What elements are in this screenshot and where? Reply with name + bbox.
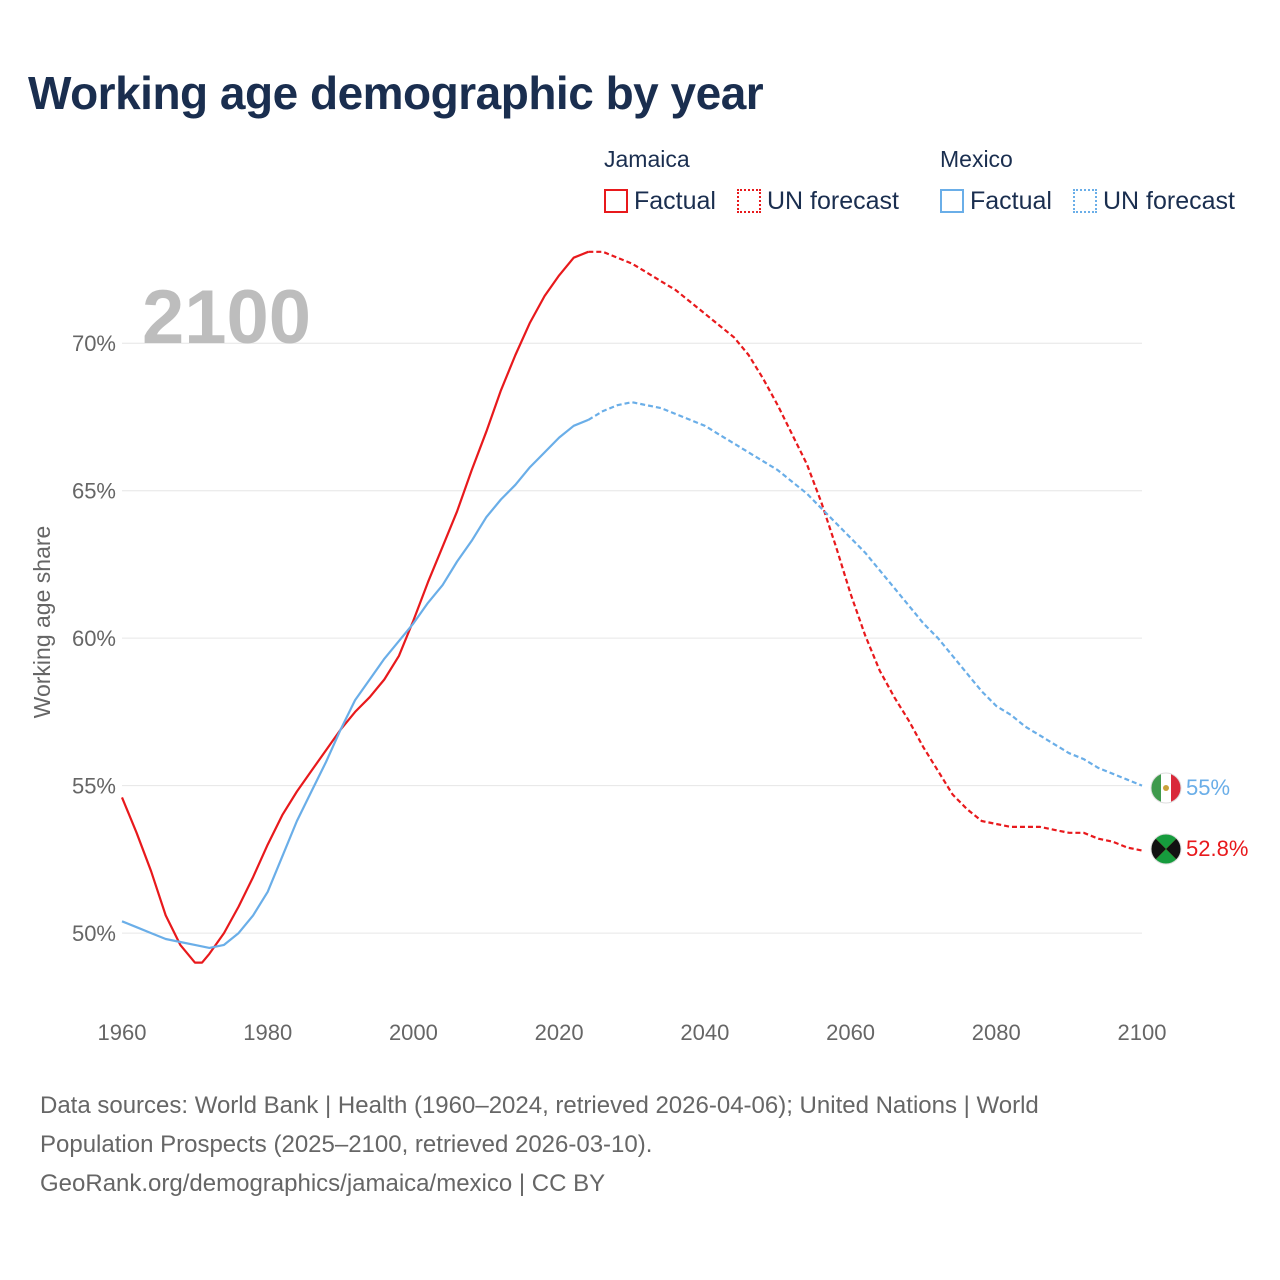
x-tick-label: 2000 bbox=[389, 1020, 438, 1045]
page-title: Working age demographic by year bbox=[28, 67, 764, 119]
legend-jamaica-forecast[interactable]: UN forecast bbox=[737, 186, 899, 216]
x-tick-label: 2020 bbox=[535, 1020, 584, 1045]
source-line: Population Prospects (2025–2100, retriev… bbox=[40, 1131, 653, 1158]
legend-swatch-solid-icon bbox=[940, 189, 964, 213]
legend-group-jamaica: Jamaica bbox=[604, 146, 690, 172]
jamaica-flag-icon bbox=[1150, 833, 1182, 865]
x-tick-label: 2060 bbox=[826, 1020, 875, 1045]
y-tick-label: 50% bbox=[72, 921, 116, 946]
jamaica-end-label: 52.8% bbox=[1186, 836, 1248, 861]
legend-mexico-forecast[interactable]: UN forecast bbox=[1073, 186, 1235, 216]
y-tick-label: 60% bbox=[72, 626, 116, 651]
series-lines bbox=[120, 250, 1143, 964]
x-tick-label: 2100 bbox=[1118, 1020, 1167, 1045]
mexico-flag-icon bbox=[1150, 772, 1182, 804]
y-tick-label: 65% bbox=[72, 479, 116, 504]
legend-label: Factual bbox=[970, 186, 1052, 215]
source-link[interactable]: GeoRank.org/demographics/jamaica/mexico … bbox=[40, 1170, 606, 1197]
y-axis-title: Working age share bbox=[29, 526, 55, 719]
jamaica-factual-line bbox=[120, 250, 589, 964]
legend-label: UN forecast bbox=[1103, 186, 1235, 215]
x-tick-label: 1960 bbox=[98, 1020, 147, 1045]
mexico-factual-line bbox=[121, 418, 589, 950]
current-year-label: 2100 bbox=[142, 275, 311, 360]
mexico-end-label: 55% bbox=[1186, 775, 1230, 800]
legend-label: Factual bbox=[634, 186, 716, 215]
legend-jamaica-factual[interactable]: Factual bbox=[604, 186, 716, 216]
legend-mexico-factual[interactable]: Factual bbox=[940, 186, 1052, 216]
x-tick-label: 1980 bbox=[243, 1020, 292, 1045]
x-axis-ticks: 1960 1980 2000 2020 2040 2060 2080 2100 bbox=[98, 1020, 1167, 1045]
jamaica-forecast-line bbox=[588, 250, 1143, 852]
legend-group-mexico: Mexico bbox=[940, 146, 1013, 172]
legend-swatch-dotted-icon bbox=[737, 189, 761, 213]
x-tick-label: 2040 bbox=[680, 1020, 729, 1045]
source-note: Data sources: World Bank | Health (1960–… bbox=[40, 1086, 1200, 1203]
gridlines bbox=[122, 342, 1142, 934]
y-tick-label: 55% bbox=[72, 774, 116, 799]
x-tick-label: 2080 bbox=[972, 1020, 1021, 1045]
legend-swatch-solid-icon bbox=[604, 189, 628, 213]
source-line: Data sources: World Bank | Health (1960–… bbox=[40, 1092, 1039, 1119]
line-chart: 2100 50% 55% 60% 65% 70% 1960 1980 2000 2020 204… bbox=[29, 250, 1248, 1045]
legend-label: UN forecast bbox=[767, 186, 899, 215]
y-axis-ticks: 50% 55% 60% 65% 70% bbox=[72, 331, 116, 946]
mexico-forecast-line bbox=[587, 401, 1143, 787]
legend-swatch-dotted-icon bbox=[1073, 189, 1097, 213]
y-tick-label: 70% bbox=[72, 331, 116, 356]
